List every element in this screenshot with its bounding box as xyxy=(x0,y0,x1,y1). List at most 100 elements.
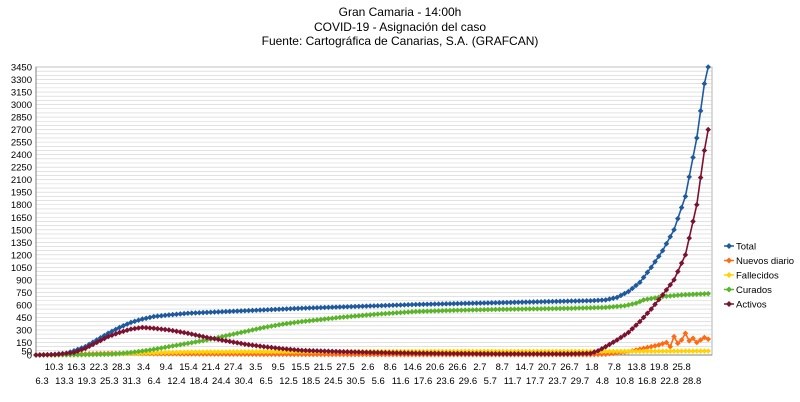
data-point xyxy=(52,351,58,358)
data-point xyxy=(185,349,191,355)
data-point xyxy=(67,350,73,356)
data-point xyxy=(333,315,339,321)
legend-label: Activos xyxy=(736,300,767,311)
data-point xyxy=(447,300,453,307)
data-point xyxy=(344,349,351,355)
data-point xyxy=(207,309,214,316)
data-point xyxy=(621,332,628,338)
chart-title-line-2: COVID-19 - Asignación del caso xyxy=(313,20,487,34)
data-point xyxy=(226,308,233,315)
data-point xyxy=(458,350,465,357)
data-point xyxy=(150,325,157,332)
data-point xyxy=(542,298,548,305)
legend-item[interactable]: Fallecidos xyxy=(724,271,779,282)
legend[interactable]: Total Nuevos diario Fallecidos Curados Activ… xyxy=(724,242,794,311)
data-point xyxy=(469,350,476,357)
data-point xyxy=(139,348,146,354)
data-point xyxy=(553,305,560,312)
data-point xyxy=(329,304,336,311)
data-point xyxy=(325,351,332,358)
data-point xyxy=(333,351,339,358)
data-point xyxy=(200,333,206,340)
data-point xyxy=(374,302,381,309)
chart-title-line-3: Fuente: Cartográfica de Canarias, S.A. (… xyxy=(261,34,539,48)
data-point xyxy=(230,349,237,355)
data-point xyxy=(93,339,100,346)
data-point xyxy=(359,312,366,319)
legend-item[interactable]: Activos xyxy=(724,300,767,311)
data-point xyxy=(63,350,70,357)
data-point xyxy=(306,305,313,311)
legend-item[interactable]: Nuevos diario xyxy=(724,256,794,267)
data-point xyxy=(226,349,233,355)
data-point xyxy=(78,351,85,358)
data-point xyxy=(428,308,434,314)
data-point xyxy=(101,332,108,339)
data-point xyxy=(686,291,693,298)
x-tick-label-bottom: 11.6 xyxy=(392,376,410,387)
legend-marker xyxy=(726,301,732,307)
data-point xyxy=(200,349,206,355)
legend-item[interactable]: Curados xyxy=(724,285,772,296)
data-point xyxy=(587,297,594,304)
legend-label: Fallecidos xyxy=(736,271,779,282)
data-point xyxy=(663,240,670,247)
data-point xyxy=(367,311,374,318)
data-point xyxy=(675,348,681,354)
data-point xyxy=(431,301,438,307)
data-point xyxy=(181,329,187,336)
data-point xyxy=(272,345,279,351)
data-point xyxy=(264,348,271,355)
data-point xyxy=(496,350,503,357)
y-tick-label: 1200 xyxy=(11,250,32,261)
data-point xyxy=(215,309,222,315)
data-point xyxy=(378,302,385,309)
data-point xyxy=(128,326,134,332)
data-point xyxy=(371,311,377,318)
data-point xyxy=(154,345,161,352)
data-point xyxy=(667,343,674,350)
data-point xyxy=(272,348,279,355)
data-point xyxy=(671,226,677,233)
data-point xyxy=(211,336,218,342)
data-point xyxy=(637,348,643,355)
data-point xyxy=(701,348,708,354)
x-tick-label-top: 21.4 xyxy=(202,362,221,373)
data-point xyxy=(568,350,575,357)
data-point xyxy=(473,307,480,313)
x-tick-label-top: 1.8 xyxy=(585,362,598,373)
x-tick-label-top: 3.4 xyxy=(137,362,150,373)
data-point xyxy=(238,348,244,355)
data-point xyxy=(154,325,161,332)
data-point xyxy=(595,297,601,304)
data-point xyxy=(701,80,708,87)
data-point xyxy=(595,348,601,354)
data-point xyxy=(697,174,704,181)
data-point xyxy=(485,300,491,306)
data-point xyxy=(675,292,681,299)
data-point xyxy=(523,306,529,312)
data-point xyxy=(694,339,700,346)
data-point xyxy=(302,318,309,324)
data-point xyxy=(633,348,639,355)
data-point xyxy=(177,341,184,348)
x-tick-label-top: 9.5 xyxy=(272,362,285,373)
data-point xyxy=(242,328,248,335)
legend-item[interactable]: Total xyxy=(724,242,756,253)
data-point xyxy=(344,303,351,310)
data-point xyxy=(682,330,689,337)
x-tick-label-bottom: 16.8 xyxy=(638,376,657,387)
data-point xyxy=(409,350,415,356)
data-point xyxy=(356,312,362,319)
data-point xyxy=(595,304,601,311)
data-point xyxy=(306,317,313,324)
data-point xyxy=(105,333,111,340)
data-point xyxy=(492,306,499,313)
data-point xyxy=(576,350,582,357)
data-point xyxy=(572,298,579,304)
data-point xyxy=(219,333,225,340)
data-point xyxy=(477,306,484,313)
data-point xyxy=(694,135,700,141)
data-point xyxy=(223,333,229,339)
data-point xyxy=(534,299,541,305)
